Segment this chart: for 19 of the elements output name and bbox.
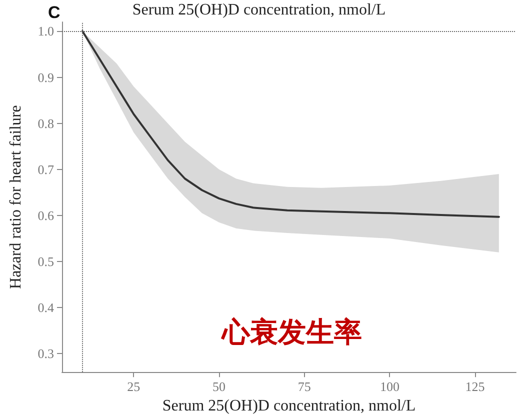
y-tick-label: 0.6 bbox=[38, 208, 54, 223]
y-tick-label: 0.7 bbox=[38, 162, 54, 177]
y-tick-label: 1.0 bbox=[38, 24, 54, 39]
text: C bbox=[48, 3, 60, 22]
text: Serum 25(OH)D concentration, nmol/L bbox=[132, 2, 386, 18]
line-series bbox=[81, 30, 500, 218]
x-tick-label: 50 bbox=[212, 379, 226, 394]
y-tick-label: 0.4 bbox=[38, 300, 54, 316]
y-tick-label: 0.8 bbox=[38, 116, 54, 131]
annotation: 心衰发生率 bbox=[220, 316, 362, 348]
y-axis-title: Hazard ratio for heart failure bbox=[8, 105, 24, 289]
x-axis-title: Serum 25(OH)D concentration, nmol/L bbox=[162, 398, 416, 414]
y-tick-label: 0.5 bbox=[38, 254, 54, 270]
x-tick-label: 75 bbox=[298, 379, 311, 394]
y-tick-label: 0.9 bbox=[38, 70, 54, 85]
x-tick-label: 25 bbox=[127, 379, 140, 394]
x-tick-label: 100 bbox=[380, 379, 400, 394]
y-tick-label: 0.3 bbox=[38, 346, 54, 362]
x-tick-label: 125 bbox=[465, 379, 485, 394]
